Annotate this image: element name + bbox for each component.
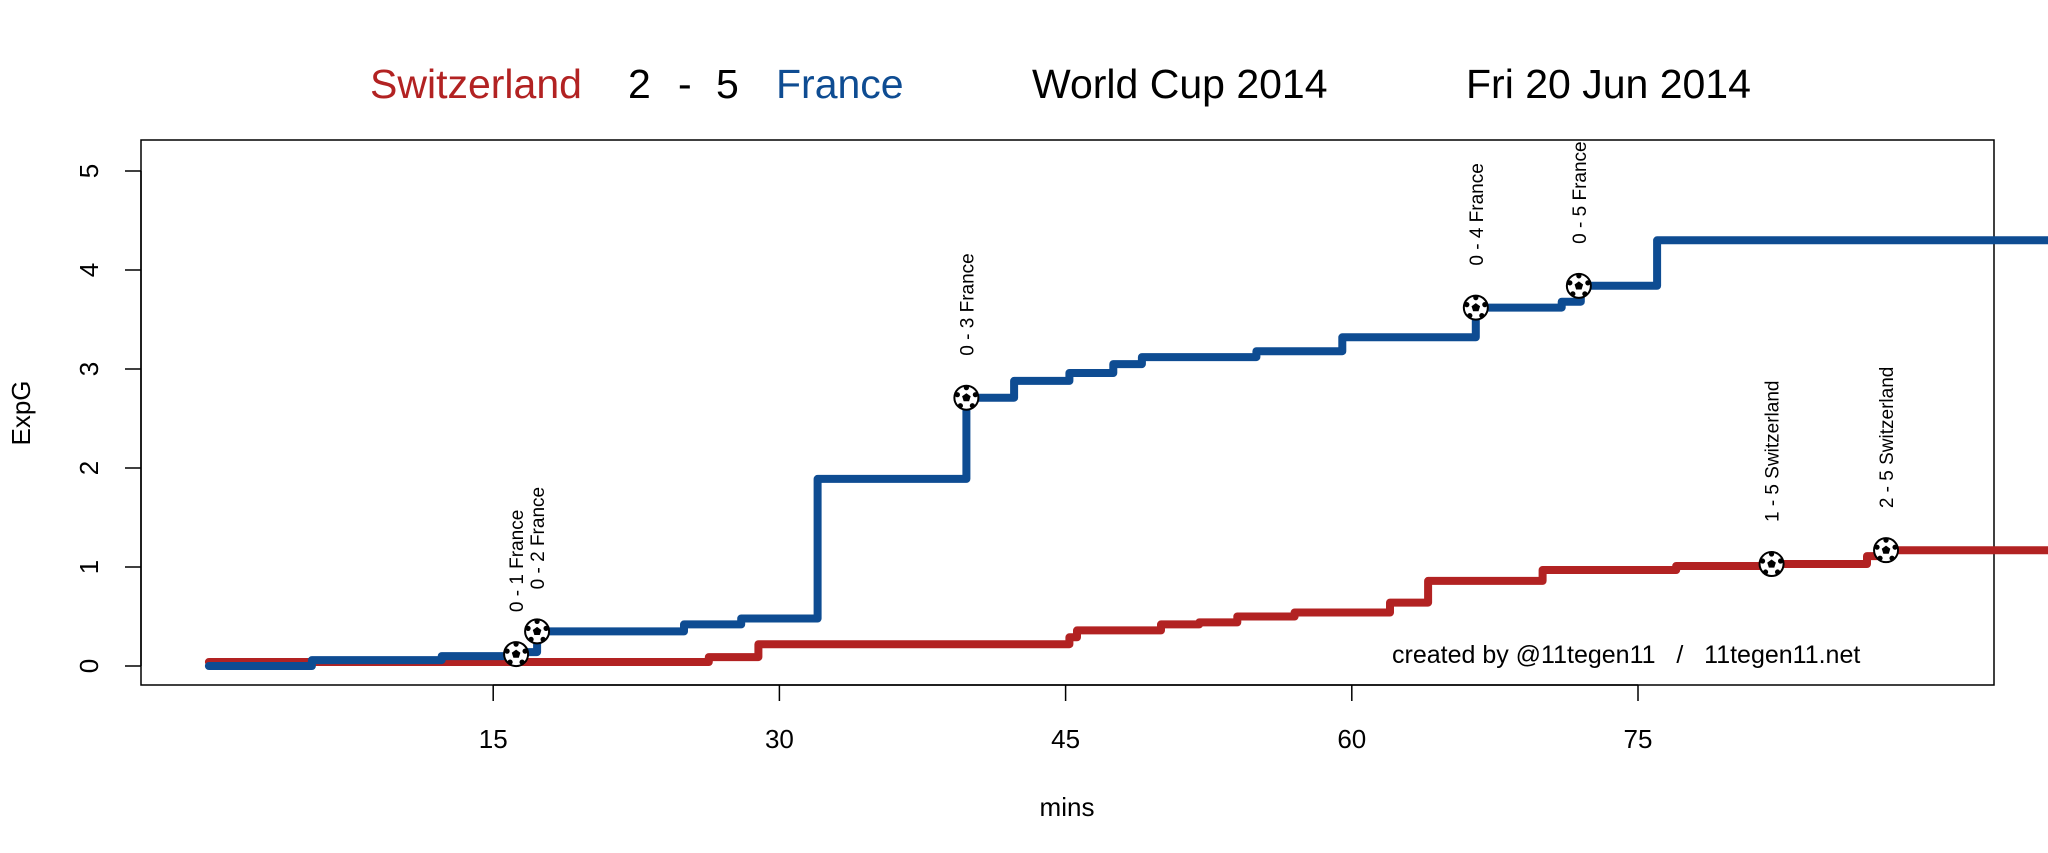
football-panel [1881,545,1891,554]
football-icon [1462,294,1489,321]
football-patch [1777,558,1784,564]
title-away-score: 5 [716,61,739,107]
goals-layer: 0 - 1 France 0 - 2 France 0 - 3 France 0 - … [503,141,1900,668]
x-tick-label: 75 [1624,724,1653,754]
football-icon [524,618,551,645]
football-patch [522,648,528,654]
title-score-separator: - [678,61,692,107]
y-tick-label: 3 [74,362,104,376]
football-patch [507,659,513,665]
football-patch [519,659,525,665]
football-patch [1570,291,1576,297]
football-patch [528,636,534,642]
y-tick-label: 5 [74,164,104,178]
football-patch [1768,551,1775,557]
football-patch [1877,555,1883,561]
football-patch [525,625,531,631]
football-patch [1567,280,1573,286]
title-date: Fri 20 Jun 2014 [1466,61,1751,107]
football-panel [962,393,971,402]
football-patch [969,403,975,409]
title-competition: World Cup 2014 [1032,61,1328,107]
football-patch [1464,302,1470,308]
football-patch [1467,313,1473,319]
plot-frame [140,139,1995,686]
goal-label: 0 - 4 France [1467,163,1488,265]
football-patch [1892,544,1898,550]
y-axis-label: ExpG [6,380,36,445]
football-panel [1767,559,1776,568]
football-patch [543,625,549,631]
title-home-score: 2 [628,61,651,107]
football-panel [532,626,542,635]
x-tick-label: 30 [765,724,794,754]
title-home-team: Switzerland [370,61,582,107]
football-panel [1471,303,1481,312]
y-tick-label: 0 [74,659,104,673]
x-tick-label: 15 [479,724,508,754]
goal-label: 0 - 5 France [1570,141,1591,243]
credit-text: created by @11tegen11 / 11tegen11.net [1392,641,1860,669]
football-icon [1758,551,1785,578]
football-patch [504,648,510,654]
football-patch [1479,313,1485,319]
football-panel [511,649,521,658]
football-patch [1759,558,1766,564]
football-patch [1883,537,1889,543]
y-tick-label: 1 [74,560,104,574]
football-patch [1482,302,1488,308]
football-patch [1576,273,1582,279]
football-patch [1774,569,1781,575]
x-axis-label: mins [1040,792,1095,822]
football-patch [513,641,519,647]
football-patch [957,403,963,409]
football-patch [1762,569,1769,575]
football-patch [963,385,969,391]
y-tick-label: 4 [74,263,104,277]
football-patch [1473,295,1479,301]
y-tick-label: 2 [74,461,104,475]
football-icon [503,641,530,668]
x-tick-label: 60 [1337,724,1366,754]
football-patch [1874,544,1880,550]
football-patch [1582,291,1588,297]
x-tick-label: 45 [1051,724,1080,754]
goal-label: 1 - 5 Switzerland [1763,381,1784,523]
football-patch [1585,280,1591,286]
football-panel [1574,281,1584,290]
goal-label: 0 - 1 France [507,510,528,612]
football-patch [534,618,540,624]
football-patch [540,636,546,642]
title-away-team: France [776,61,904,107]
football-patch [1889,555,1895,561]
football-icon [953,384,980,411]
football-patch [954,392,960,398]
goal-label: 0 - 3 France [957,253,978,355]
goal-label: 0 - 2 France [528,487,549,589]
football-icon [1873,537,1900,564]
goal-label: 2 - 5 Switzerland [1877,367,1898,509]
football-patch [972,392,978,398]
football-icon [1565,272,1592,299]
